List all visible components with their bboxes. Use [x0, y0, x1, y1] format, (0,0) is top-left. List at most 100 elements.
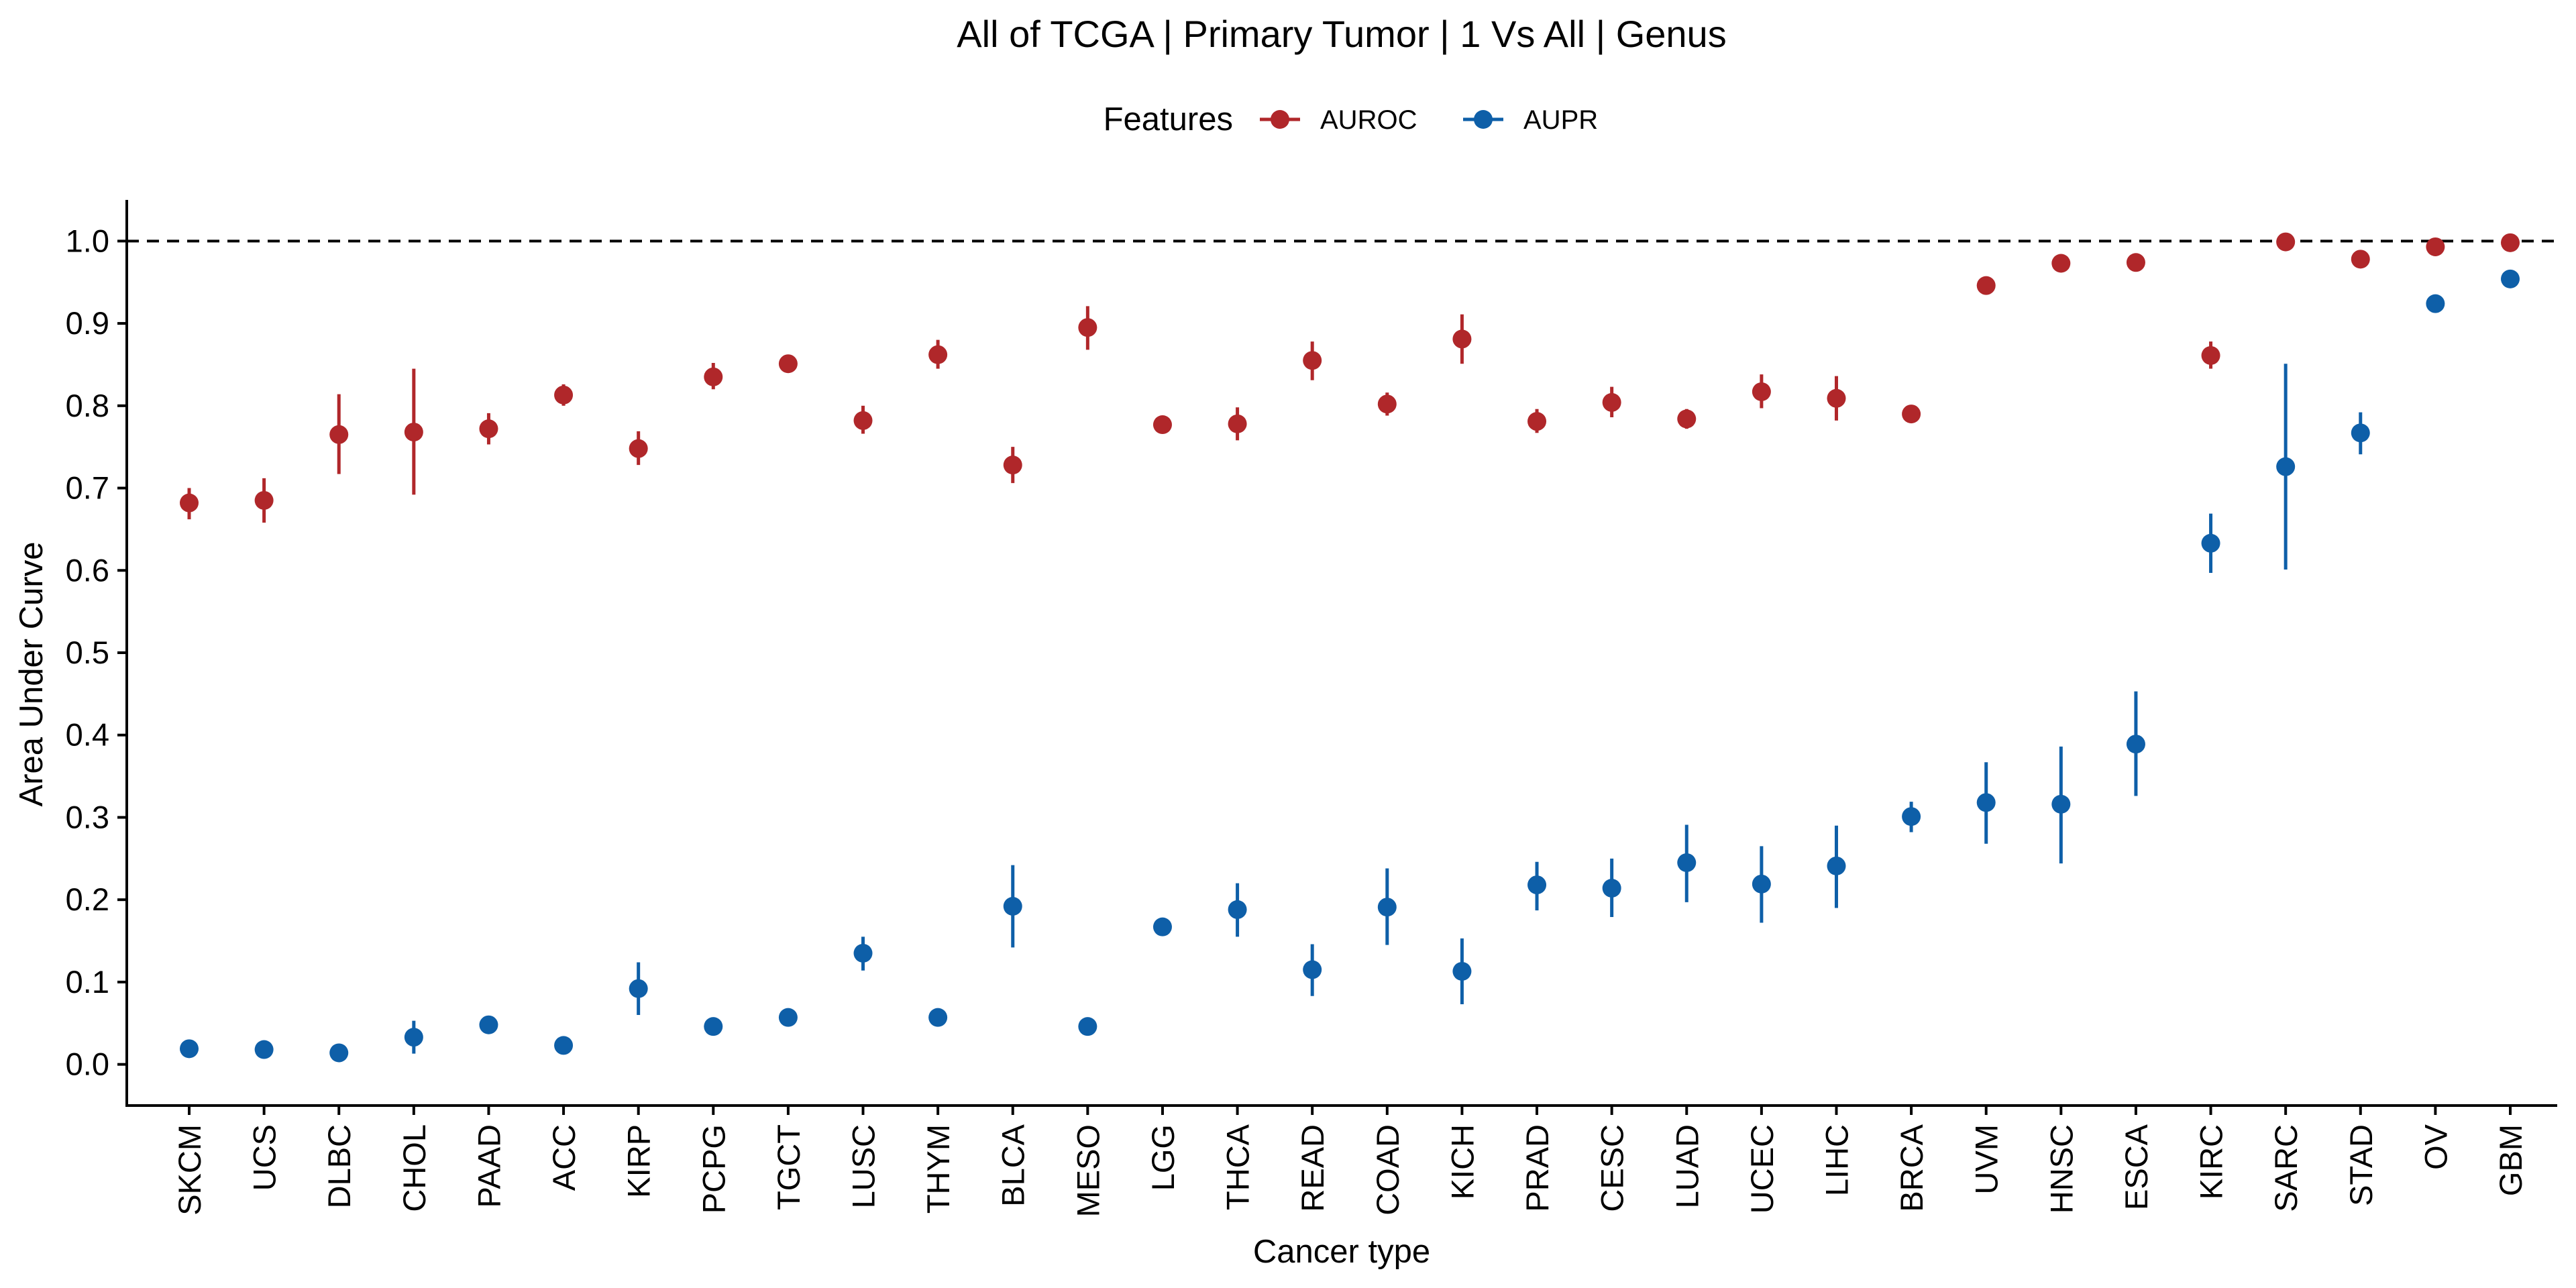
x-axis: SKCM UCS DLBC CHOL PAAD ACC KIRP PCPG TGCT LUSC TH…	[125, 1104, 2557, 1217]
aupr-point	[479, 1015, 498, 1034]
y-tick-label: 1.0	[66, 223, 109, 258]
aupr-point	[1377, 898, 1397, 917]
auroc-point	[180, 493, 199, 513]
auroc-point	[704, 367, 723, 386]
legend-title: Features	[1104, 101, 1233, 138]
auroc-point	[778, 354, 798, 374]
auroc-point	[1677, 409, 1697, 429]
legend-key-point-auroc	[1271, 110, 1289, 129]
aupr-point	[1976, 793, 1996, 812]
x-tick-label: UCS	[247, 1124, 282, 1191]
legend: Features AUROC AUPR	[1104, 101, 1599, 138]
x-tick-label: PRAD	[1519, 1124, 1555, 1212]
aupr-point	[1827, 856, 1846, 875]
aupr-point	[1752, 874, 1771, 894]
auroc-point	[1152, 415, 1172, 435]
aupr-point	[554, 1036, 574, 1055]
aupr-point	[329, 1043, 349, 1063]
auroc-point	[1752, 382, 1771, 401]
x-tick-label: LIHC	[1819, 1124, 1854, 1196]
y-tick-label: 0.8	[66, 388, 109, 423]
x-tick-label: UCEC	[1744, 1124, 1780, 1214]
aupr-point	[2126, 735, 2145, 754]
x-tick-label: COAD	[1370, 1124, 1405, 1216]
x-tick-label: ESCA	[2118, 1124, 2154, 1210]
y-tick-label: 0.2	[66, 881, 109, 917]
y-tick-label: 0.9	[66, 305, 109, 341]
auroc-point	[2351, 250, 2370, 269]
aupr-point	[404, 1028, 423, 1047]
x-tick-label: BRCA	[1894, 1124, 1929, 1212]
x-tick-label: DLBC	[321, 1124, 357, 1208]
aupr-point	[2051, 794, 2071, 814]
aupr-point	[1602, 879, 1621, 898]
x-tick-label: KIRP	[621, 1124, 657, 1198]
auroc-point	[853, 411, 873, 430]
aupr-point	[1452, 961, 1472, 981]
aupr-point	[1228, 900, 1247, 919]
auroc-point	[1602, 392, 1621, 412]
x-tick-label: PCPG	[696, 1124, 731, 1214]
x-tick-label: MESO	[1070, 1124, 1106, 1217]
aupr-point	[2276, 457, 2296, 476]
aupr-point	[704, 1017, 723, 1036]
aupr-point	[778, 1008, 798, 1027]
auroc-point	[2426, 237, 2445, 256]
y-tick-label: 0.7	[66, 470, 109, 506]
aupr-point	[1902, 807, 1921, 826]
x-tick-label: OV	[2418, 1124, 2453, 1170]
x-tick-label: READ	[1295, 1124, 1330, 1212]
aupr-point	[1677, 853, 1697, 872]
auroc-point	[1078, 318, 1097, 337]
y-tick-label: 0.5	[66, 635, 109, 670]
y-axis-title: Area Under Curve	[13, 542, 50, 807]
legend-label-auroc: AUROC	[1320, 105, 1417, 135]
auroc-point	[2051, 254, 2071, 273]
x-tick-label: SARC	[2268, 1124, 2304, 1212]
auroc-point	[928, 345, 948, 364]
x-tick-label: THYM	[920, 1124, 956, 1214]
x-tick-label: UVM	[1969, 1124, 2004, 1194]
plot-area	[127, 232, 2557, 1063]
aupr-point	[2351, 423, 2370, 443]
aupr-point	[2426, 294, 2445, 313]
auroc-point	[1827, 388, 1846, 408]
aupr-point	[1003, 897, 1022, 916]
aupr-point	[180, 1039, 199, 1059]
x-axis-title: Cancer type	[1253, 1234, 1430, 1270]
auroc-point	[1303, 351, 1322, 370]
x-tick-label: SKCM	[172, 1124, 207, 1216]
auroc-point	[2126, 253, 2145, 272]
x-tick-label: LUSC	[846, 1124, 881, 1208]
aupr-point	[2501, 269, 2520, 288]
legend-label-aupr: AUPR	[1523, 105, 1598, 135]
auroc-point	[629, 439, 648, 458]
auroc-point	[1377, 394, 1397, 414]
auroc-point	[1452, 329, 1472, 349]
y-tick-label: 0.1	[66, 964, 109, 1000]
auroc-point	[1228, 414, 1247, 433]
x-tick-label: ACC	[546, 1124, 582, 1191]
auroc-point	[554, 385, 574, 405]
x-tick-label: LUAD	[1669, 1124, 1705, 1208]
y-tick-label: 0.6	[66, 552, 109, 588]
x-tick-label: KIRC	[2194, 1124, 2229, 1199]
y-axis: 0.0 0.1 0.2 0.3 0.4 0.5 0.6 0.7 0.8 0.9 1.0	[66, 200, 128, 1106]
auroc-point	[1902, 405, 1921, 424]
aupr-point	[254, 1040, 274, 1059]
auroc-point	[1003, 455, 1022, 475]
x-tick-label: STAD	[2343, 1124, 2379, 1206]
auroc-point	[2276, 232, 2296, 252]
y-tick-label: 0.3	[66, 799, 109, 835]
chart-title: All of TCGA | Primary Tumor | 1 Vs All |…	[957, 13, 1726, 55]
auroc-point	[329, 425, 349, 444]
auroc-point	[2201, 345, 2220, 365]
x-tick-label: THCA	[1220, 1124, 1256, 1210]
aupr-point	[1303, 960, 1322, 979]
x-tick-label: GBM	[2493, 1124, 2528, 1196]
aupr-point	[629, 979, 648, 998]
auroc-point	[254, 490, 274, 510]
legend-key-point-aupr	[1474, 110, 1493, 129]
auroc-point	[1527, 412, 1547, 431]
y-tick-label: 0.0	[66, 1046, 109, 1082]
